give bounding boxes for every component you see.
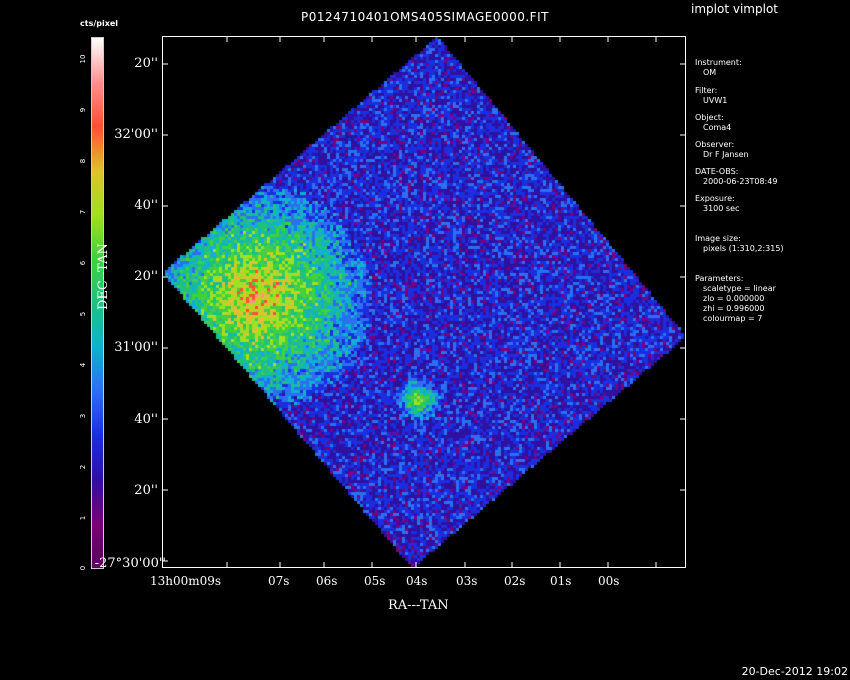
- observer-label: Observer:: [695, 140, 735, 149]
- y-tick-label: 32'00'': [114, 127, 158, 142]
- y-tick-label: -27°30'00'': [94, 556, 166, 571]
- y-tick-label: 20'': [134, 483, 158, 498]
- y-axis-title: DEC--TAN: [96, 243, 111, 310]
- info-observer: Observer: Dr F Jansen: [695, 140, 749, 160]
- param-zlo: zlo = 0.000000: [703, 294, 765, 303]
- params-label: Parameters:: [695, 274, 744, 283]
- colorbar-tick: 1: [79, 515, 87, 521]
- image-title: P0124710401OMS405SIMAGE0000.FIT: [301, 10, 549, 24]
- colorbar-label: cts/pixel: [80, 19, 119, 28]
- size-value: pixels (1:310,2:315): [703, 244, 784, 253]
- observer-value: Dr F Jansen: [703, 150, 749, 159]
- x-axis-title: RA---TAN: [388, 598, 449, 613]
- info-instrument: Instrument: OM: [695, 58, 742, 78]
- y-tick-label: 40'': [134, 412, 158, 427]
- colorbar-tick: 2: [79, 464, 87, 470]
- info-filter: Filter: UVW1: [695, 86, 727, 106]
- exposure-value: 3100 sec: [703, 204, 740, 213]
- size-label: Image size:: [695, 234, 741, 243]
- colorbar-tick: 7: [79, 209, 87, 215]
- param-colourmap: colourmap = 7: [703, 314, 763, 323]
- plot-frame: [162, 36, 686, 568]
- filter-label: Filter:: [695, 86, 718, 95]
- colorbar-tick: 10: [79, 54, 87, 64]
- instrument-label: Instrument:: [695, 58, 742, 67]
- y-tick-label: 40'': [134, 198, 158, 213]
- x-tick-label: 02s: [504, 574, 526, 588]
- colorbar-tick: 9: [79, 107, 87, 113]
- x-tick-label: 04s: [406, 574, 428, 588]
- exposure-label: Exposure:: [695, 194, 735, 203]
- object-label: Object:: [695, 113, 724, 122]
- colorbar: [91, 37, 104, 569]
- x-tick-label: 06s: [316, 574, 338, 588]
- instrument-value: OM: [703, 68, 717, 77]
- x-tick-label: 05s: [364, 574, 386, 588]
- object-value: Coma4: [703, 123, 732, 132]
- x-tick-label: 03s: [456, 574, 478, 588]
- x-tick-label: 07s: [268, 574, 290, 588]
- timestamp: 20-Dec-2012 19:02: [741, 665, 848, 678]
- y-tick-label: 20'': [134, 56, 158, 71]
- filter-value: UVW1: [703, 96, 728, 105]
- y-tick-label: 20'': [134, 269, 158, 284]
- y-tick-label: 31'00'': [114, 340, 158, 355]
- info-exposure: Exposure: 3100 sec: [695, 194, 739, 214]
- info-size: Image size: pixels (1:310,2:315): [695, 234, 784, 254]
- x-tick-label: 13h00m09s: [150, 574, 222, 588]
- param-zhi: zhi = 0.996000: [703, 304, 765, 313]
- program-name: implot vimplot: [691, 2, 778, 16]
- date-label: DATE-OBS:: [695, 167, 739, 176]
- colorbar-tick: 6: [79, 260, 87, 266]
- tick-marks: [162, 36, 686, 568]
- sky-image[interactable]: [162, 36, 686, 568]
- date-value: 2000-06-23T08:49: [703, 177, 778, 186]
- colorbar-tick: 5: [79, 311, 87, 317]
- x-tick-label: 00s: [598, 574, 620, 588]
- info-object: Object: Coma4: [695, 113, 731, 133]
- param-scaletype: scaletype = linear: [703, 284, 776, 293]
- colorbar-tick: 4: [79, 362, 87, 368]
- colorbar-tick: 8: [79, 158, 87, 164]
- info-date: DATE-OBS: 2000-06-23T08:49: [695, 167, 777, 187]
- colorbar-tick: 3: [79, 413, 87, 419]
- x-tick-label: 01s: [550, 574, 572, 588]
- info-parameters: Parameters: scaletype = linear zlo = 0.0…: [695, 274, 776, 324]
